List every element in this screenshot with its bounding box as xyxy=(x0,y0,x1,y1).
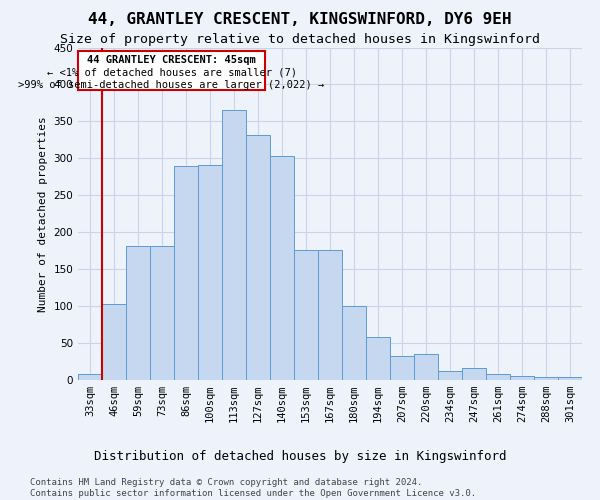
Bar xyxy=(390,356,414,380)
Text: 44, GRANTLEY CRESCENT, KINGSWINFORD, DY6 9EH: 44, GRANTLEY CRESCENT, KINGSWINFORD, DY6… xyxy=(88,12,512,28)
Bar xyxy=(126,246,150,380)
Bar xyxy=(270,156,294,380)
Bar xyxy=(102,304,126,380)
Y-axis label: Number of detached properties: Number of detached properties xyxy=(38,116,48,312)
Bar xyxy=(414,354,438,380)
Bar xyxy=(318,250,342,380)
Text: Contains HM Land Registry data © Crown copyright and database right 2024.
Contai: Contains HM Land Registry data © Crown c… xyxy=(30,478,476,498)
Text: Size of property relative to detached houses in Kingswinford: Size of property relative to detached ho… xyxy=(60,32,540,46)
Bar xyxy=(198,165,222,380)
Bar xyxy=(438,371,462,380)
Bar xyxy=(174,166,198,380)
Text: Distribution of detached houses by size in Kingswinford: Distribution of detached houses by size … xyxy=(94,450,506,463)
Text: >99% of semi-detached houses are larger (2,022) →: >99% of semi-detached houses are larger … xyxy=(19,80,325,90)
Bar xyxy=(222,110,246,380)
Bar xyxy=(294,250,318,380)
Bar xyxy=(534,377,558,380)
Bar xyxy=(510,376,534,380)
Bar xyxy=(462,368,486,380)
Bar xyxy=(558,377,582,380)
Bar xyxy=(78,374,102,380)
FancyBboxPatch shape xyxy=(78,51,265,90)
Bar xyxy=(486,374,510,380)
Bar xyxy=(246,136,270,380)
Bar xyxy=(342,306,366,380)
Bar xyxy=(150,246,174,380)
Text: 44 GRANTLEY CRESCENT: 45sqm: 44 GRANTLEY CRESCENT: 45sqm xyxy=(87,55,256,65)
Text: ← <1% of detached houses are smaller (7): ← <1% of detached houses are smaller (7) xyxy=(47,68,296,78)
Bar xyxy=(366,337,390,380)
